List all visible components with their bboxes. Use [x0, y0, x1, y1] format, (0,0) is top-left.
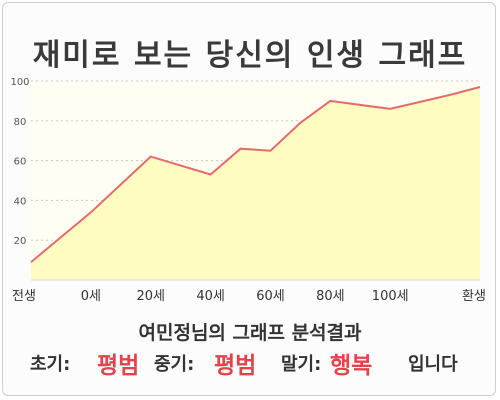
late-label: 말기: [281, 354, 322, 375]
series-line [30, 86, 481, 263]
x-tick-label: 0세 [81, 289, 101, 304]
ending-text: 입니다 [408, 354, 458, 375]
y-tick-label: 40 [14, 196, 27, 207]
mid-label: 중기: [154, 354, 195, 375]
late-value: 행복 [330, 353, 373, 379]
x-tick-label: 80세 [316, 289, 345, 304]
early-value: 평범 [97, 353, 140, 379]
x-tick-label: 40세 [196, 289, 225, 304]
result-line: 초기: 평범 중기: 평범 말기: 행복 입니다 [0, 344, 500, 380]
x-tick-label: 100세 [372, 289, 409, 304]
x-tick-label: 환생 [462, 289, 486, 304]
y-tick-label: 20 [14, 236, 27, 247]
x-tick-label: 전생 [12, 289, 36, 304]
mid-value: 평범 [214, 353, 257, 379]
y-tick-label: 80 [14, 117, 27, 128]
early-label: 초기: [30, 354, 71, 375]
y-tick-label: 100 [10, 77, 29, 88]
x-tick-label: 60세 [256, 289, 285, 304]
area-fill [31, 87, 480, 280]
page-title: 재미로 보는 당신의 인생 그래프 [32, 38, 468, 73]
x-tick-label: 20세 [136, 289, 165, 304]
result-subtitle: 여민정님의 그래프 분석결과 [138, 322, 362, 344]
y-tick-label: 60 [14, 157, 27, 168]
